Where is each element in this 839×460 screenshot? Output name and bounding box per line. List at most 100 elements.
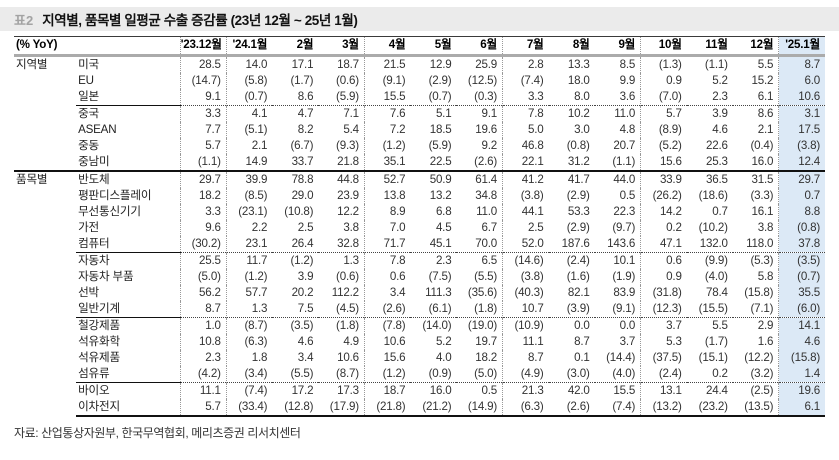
table-row: 섬유류 (4.2) (3.4) (5.5) (8.7) (1.2) (0.9) (5.0) (4… <box>14 366 825 383</box>
data-cell: 35.1 <box>363 154 411 171</box>
data-cell: (3.0) <box>566 367 590 380</box>
table-row: 바이오 11.1 (7.4) 17.2 17.3 18.7 16.0 0.5 21.3 42.0 1… <box>14 382 825 399</box>
data-cell: 61.4 <box>456 170 503 188</box>
data-cell: 6.1 <box>757 90 774 103</box>
data-cell: 1.3 <box>318 252 365 269</box>
data-cell: 18.7 <box>363 382 411 399</box>
data-cell: 10.2 <box>548 105 595 122</box>
data-cell: 2.3 <box>712 90 728 103</box>
data-cell: 0.0 <box>548 317 595 334</box>
data-cell: 44.0 <box>594 170 641 188</box>
data-cell: 8.0 <box>574 90 590 103</box>
data-cell: (5.9) <box>428 139 452 152</box>
data-cell: (3.5) <box>778 252 825 269</box>
data-cell: 9.1 <box>456 105 503 122</box>
row-label: 일반기계 <box>78 302 120 315</box>
data-cell: 8.9 <box>363 204 411 220</box>
data-cell: 78.8 <box>272 170 319 188</box>
data-cell: (0.6) <box>336 74 359 87</box>
data-cell: 31.2 <box>567 155 590 168</box>
data-cell: 3.0 <box>574 123 590 136</box>
row-label: 중동 <box>78 139 99 152</box>
data-cell: (1.3) <box>640 54 687 73</box>
data-cell: (2.9) <box>566 189 590 202</box>
table-row: 중국 3.3 4.1 4.7 7.1 7.6 5.1 9.1 7.8 10.2 11.0 5.7 3.9… <box>14 105 825 122</box>
data-cell: 3.3 <box>179 204 227 220</box>
data-cell: 33.7 <box>291 155 314 168</box>
data-cell: 18.5 <box>429 123 452 136</box>
data-cell: 13.2 <box>429 189 452 202</box>
data-cell: (33.4) <box>225 399 273 417</box>
data-cell: 2.3 <box>410 252 457 269</box>
data-cell: (5.1) <box>225 122 273 138</box>
row-group-label: 품목별 <box>14 170 77 416</box>
data-cell: 44.1 <box>502 204 549 220</box>
table-row: ASEAN 7.7 (5.1) 8.2 5.4 7.2 18.5 19.6 5.0 3.0 4.8 (… <box>14 122 825 138</box>
data-cell: 19.7 <box>475 335 498 348</box>
data-cell: 2.2 <box>225 220 273 236</box>
data-cell: (1.9) <box>612 270 636 283</box>
data-cell: 5.4 <box>343 123 359 136</box>
data-cell: 10.7 <box>502 301 549 318</box>
data-cell: (10.8) <box>284 205 314 218</box>
data-cell: 7.8 <box>502 105 549 122</box>
data-cell: 4.1 <box>225 105 273 122</box>
data-cell: 29.7 <box>179 170 227 188</box>
data-cell: (5.8) <box>225 73 273 89</box>
data-cell: 11.0 <box>594 105 641 122</box>
data-cell: 4.6 <box>712 123 728 136</box>
data-cell: (6.7) <box>290 139 314 152</box>
data-cell: (14.9) <box>456 399 503 417</box>
data-cell: (23.1) <box>225 204 273 220</box>
data-cell: (1.2) <box>363 138 411 154</box>
row-label: 바이오 <box>76 382 181 399</box>
row-label: 철강제품 <box>76 317 181 334</box>
data-cell: 7.5 <box>297 302 314 315</box>
data-cell: 6.5 <box>456 252 503 269</box>
data-cell: (2.6) <box>363 301 411 318</box>
data-cell: (5.5) <box>290 367 314 380</box>
table-body: 지역별 미국 28.5 14.0 17.1 18.7 21.5 12.9 25.9 2.8 13.3… <box>14 54 825 417</box>
data-cell: 118.0 <box>746 237 774 250</box>
data-cell: (8.7) <box>225 317 273 334</box>
data-cell: 3.4 <box>363 285 411 301</box>
row-label: 중국 <box>76 105 181 122</box>
data-cell: (0.3) <box>474 90 498 103</box>
data-cell: 0.6 <box>640 252 687 269</box>
data-cell: (5.9) <box>336 90 359 103</box>
data-cell: 5.7 <box>179 138 227 154</box>
data-cell: 5.2 <box>435 335 452 348</box>
table-row: 무선통신기기 3.3 (23.1) (10.8) 12.2 8.9 6.8 11.0 44.1 5… <box>14 204 825 220</box>
data-cell: 25.9 <box>456 54 503 73</box>
data-cell: 12.4 <box>778 154 825 171</box>
data-cell: 9.2 <box>481 139 498 152</box>
column-header: 10월 <box>640 36 687 57</box>
data-cell: 20.2 <box>291 286 314 299</box>
data-cell: 26.4 <box>291 237 314 250</box>
data-cell: (23.2) <box>686 399 733 417</box>
row-label: 컴퓨터 <box>78 237 110 250</box>
data-cell: (9.9) <box>686 252 733 269</box>
data-cell: (31.8) <box>640 285 687 301</box>
data-cell: 11.7 <box>225 252 273 269</box>
data-cell: (3.8) <box>502 269 549 285</box>
data-cell: 22.5 <box>429 155 452 168</box>
row-label: EU <box>78 74 94 87</box>
data-cell: (6.3) <box>225 334 273 350</box>
data-cell: 17.3 <box>318 382 365 399</box>
data-cell: 4.6 <box>297 335 314 348</box>
data-cell: (3.8) <box>778 138 825 154</box>
data-cell: 11.1 <box>502 334 549 350</box>
table-row: 일반기계 8.7 1.3 7.5 (4.5) (2.6) (6.1) (1.8) 10.7 (3.… <box>14 301 825 318</box>
data-cell: (5.3) <box>732 252 779 269</box>
data-cell: 2.3 <box>179 350 227 366</box>
data-cell: 7.7 <box>179 122 227 138</box>
column-header: 4월 <box>363 36 411 57</box>
data-cell: (12.5) <box>467 74 498 87</box>
data-cell: (1.2) <box>272 252 319 269</box>
data-cell: 44.8 <box>318 170 365 188</box>
table-row: 철강제품 1.0 (8.7) (3.5) (1.8) (7.8) (14.0) (19.0)(… <box>14 317 825 334</box>
data-cell: 33.9 <box>640 170 687 188</box>
data-cell: 28.5 <box>179 54 227 73</box>
data-cell: 18.0 <box>567 74 590 87</box>
